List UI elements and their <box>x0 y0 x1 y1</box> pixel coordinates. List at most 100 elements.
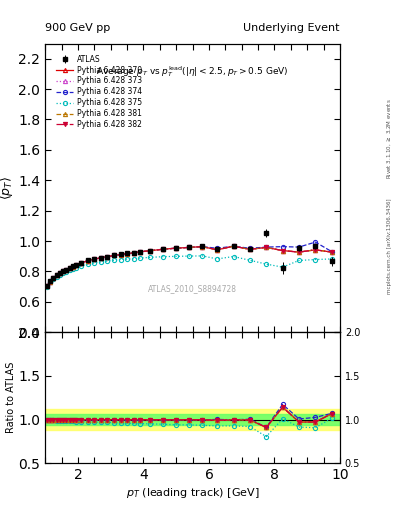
Pythia 6.428 375 <box>54 273 59 280</box>
Pythia 6.428 381 <box>329 249 334 255</box>
Pythia 6.428 374 <box>200 244 205 250</box>
Pythia 6.428 382 <box>264 244 269 250</box>
Pythia 6.428 382 <box>57 270 62 276</box>
Pythia 6.428 381 <box>92 256 97 262</box>
Pythia 6.428 370 <box>329 249 334 255</box>
Pythia 6.428 381 <box>99 255 103 261</box>
Line: Pythia 6.428 373: Pythia 6.428 373 <box>45 244 334 288</box>
Pythia 6.428 381 <box>313 247 318 253</box>
Pythia 6.428 381 <box>131 250 136 256</box>
Pythia 6.428 381 <box>64 267 69 273</box>
Pythia 6.428 374 <box>264 244 269 250</box>
Pythia 6.428 370 <box>118 251 123 258</box>
Pythia 6.428 382 <box>64 267 69 273</box>
Pythia 6.428 373 <box>71 264 75 270</box>
Pythia 6.428 373 <box>85 258 90 264</box>
Pythia 6.428 374 <box>297 244 301 250</box>
Pythia 6.428 381 <box>112 252 116 259</box>
Pythia 6.428 381 <box>297 249 301 255</box>
Pythia 6.428 370 <box>85 258 90 264</box>
Pythia 6.428 373 <box>118 251 123 258</box>
Line: Pythia 6.428 381: Pythia 6.428 381 <box>45 244 334 288</box>
Line: Pythia 6.428 375: Pythia 6.428 375 <box>45 254 334 289</box>
Line: Pythia 6.428 382: Pythia 6.428 382 <box>45 244 334 288</box>
Pythia 6.428 375 <box>48 279 53 285</box>
Pythia 6.428 375 <box>61 270 66 276</box>
Pythia 6.428 373 <box>329 249 334 255</box>
Pythia 6.428 375 <box>118 257 123 263</box>
Pythia 6.428 381 <box>187 244 192 250</box>
Pythia 6.428 374 <box>215 245 219 251</box>
Pythia 6.428 382 <box>48 279 53 285</box>
Pythia 6.428 375 <box>174 253 178 260</box>
Pythia 6.428 381 <box>57 270 62 276</box>
Pythia 6.428 382 <box>112 252 116 259</box>
Pythia 6.428 373 <box>64 267 69 273</box>
Pythia 6.428 374 <box>329 248 334 254</box>
Pythia 6.428 382 <box>85 258 90 264</box>
Pythia 6.428 382 <box>297 249 301 255</box>
Pythia 6.428 373 <box>264 244 269 250</box>
Pythia 6.428 381 <box>215 247 219 253</box>
Pythia 6.428 382 <box>118 251 123 258</box>
Pythia 6.428 373 <box>280 247 285 253</box>
Pythia 6.428 370 <box>125 250 129 257</box>
Pythia 6.428 375 <box>200 253 205 259</box>
Pythia 6.428 373 <box>200 244 205 250</box>
Text: Average $p_T$ vs $p_T^{\rm lead}$($|\eta| < 2.5, p_T > 0.5$ GeV): Average $p_T$ vs $p_T^{\rm lead}$($|\eta… <box>96 63 289 79</box>
Pythia 6.428 373 <box>187 244 192 250</box>
Pythia 6.428 382 <box>125 250 129 257</box>
Pythia 6.428 382 <box>200 244 205 250</box>
Pythia 6.428 375 <box>68 267 72 273</box>
Pythia 6.428 370 <box>71 264 75 270</box>
Pythia 6.428 370 <box>248 246 252 252</box>
Pythia 6.428 375 <box>313 257 318 263</box>
Pythia 6.428 382 <box>74 262 79 268</box>
Pythia 6.428 373 <box>148 248 152 254</box>
Pythia 6.428 382 <box>131 250 136 256</box>
Pythia 6.428 373 <box>57 270 62 276</box>
Pythia 6.428 370 <box>138 249 143 255</box>
Pythia 6.428 373 <box>51 275 56 281</box>
Pythia 6.428 370 <box>148 248 152 254</box>
Pythia 6.428 370 <box>313 247 318 253</box>
Pythia 6.428 375 <box>79 263 84 269</box>
Pythia 6.428 375 <box>105 258 110 264</box>
Pythia 6.428 375 <box>125 256 129 262</box>
Pythia 6.428 374 <box>48 279 53 285</box>
Pythia 6.428 375 <box>92 260 97 266</box>
Pythia 6.428 373 <box>44 283 49 289</box>
Pythia 6.428 370 <box>131 250 136 256</box>
Pythia 6.428 374 <box>231 243 236 249</box>
Pythia 6.428 375 <box>71 266 75 272</box>
Pythia 6.428 374 <box>92 256 97 262</box>
Pythia 6.428 375 <box>280 264 285 270</box>
Pythia 6.428 375 <box>64 268 69 274</box>
Pythia 6.428 381 <box>44 283 49 289</box>
Pythia 6.428 375 <box>74 265 79 271</box>
Pythia 6.428 370 <box>79 260 84 266</box>
Pythia 6.428 370 <box>297 249 301 255</box>
Pythia 6.428 381 <box>85 258 90 264</box>
Pythia 6.428 373 <box>54 272 59 279</box>
Pythia 6.428 370 <box>51 275 56 281</box>
Pythia 6.428 373 <box>138 249 143 255</box>
Pythia 6.428 381 <box>138 249 143 255</box>
Pythia 6.428 381 <box>125 250 129 257</box>
Text: Rivet 3.1.10, $\geq$ 3.2M events: Rivet 3.1.10, $\geq$ 3.2M events <box>385 98 393 179</box>
Pythia 6.428 373 <box>215 247 219 253</box>
Pythia 6.428 370 <box>74 262 79 268</box>
Pythia 6.428 382 <box>71 264 75 270</box>
Pythia 6.428 374 <box>248 245 252 251</box>
Pythia 6.428 374 <box>99 255 103 261</box>
Pythia 6.428 373 <box>231 243 236 249</box>
Pythia 6.428 382 <box>248 246 252 252</box>
Pythia 6.428 374 <box>313 239 318 245</box>
Pythia 6.428 382 <box>99 255 103 261</box>
Pythia 6.428 381 <box>74 262 79 268</box>
Pythia 6.428 374 <box>64 267 69 273</box>
Pythia 6.428 382 <box>105 253 110 260</box>
Pythia 6.428 374 <box>54 272 59 279</box>
Pythia 6.428 375 <box>138 255 143 261</box>
Pythia 6.428 375 <box>51 276 56 282</box>
